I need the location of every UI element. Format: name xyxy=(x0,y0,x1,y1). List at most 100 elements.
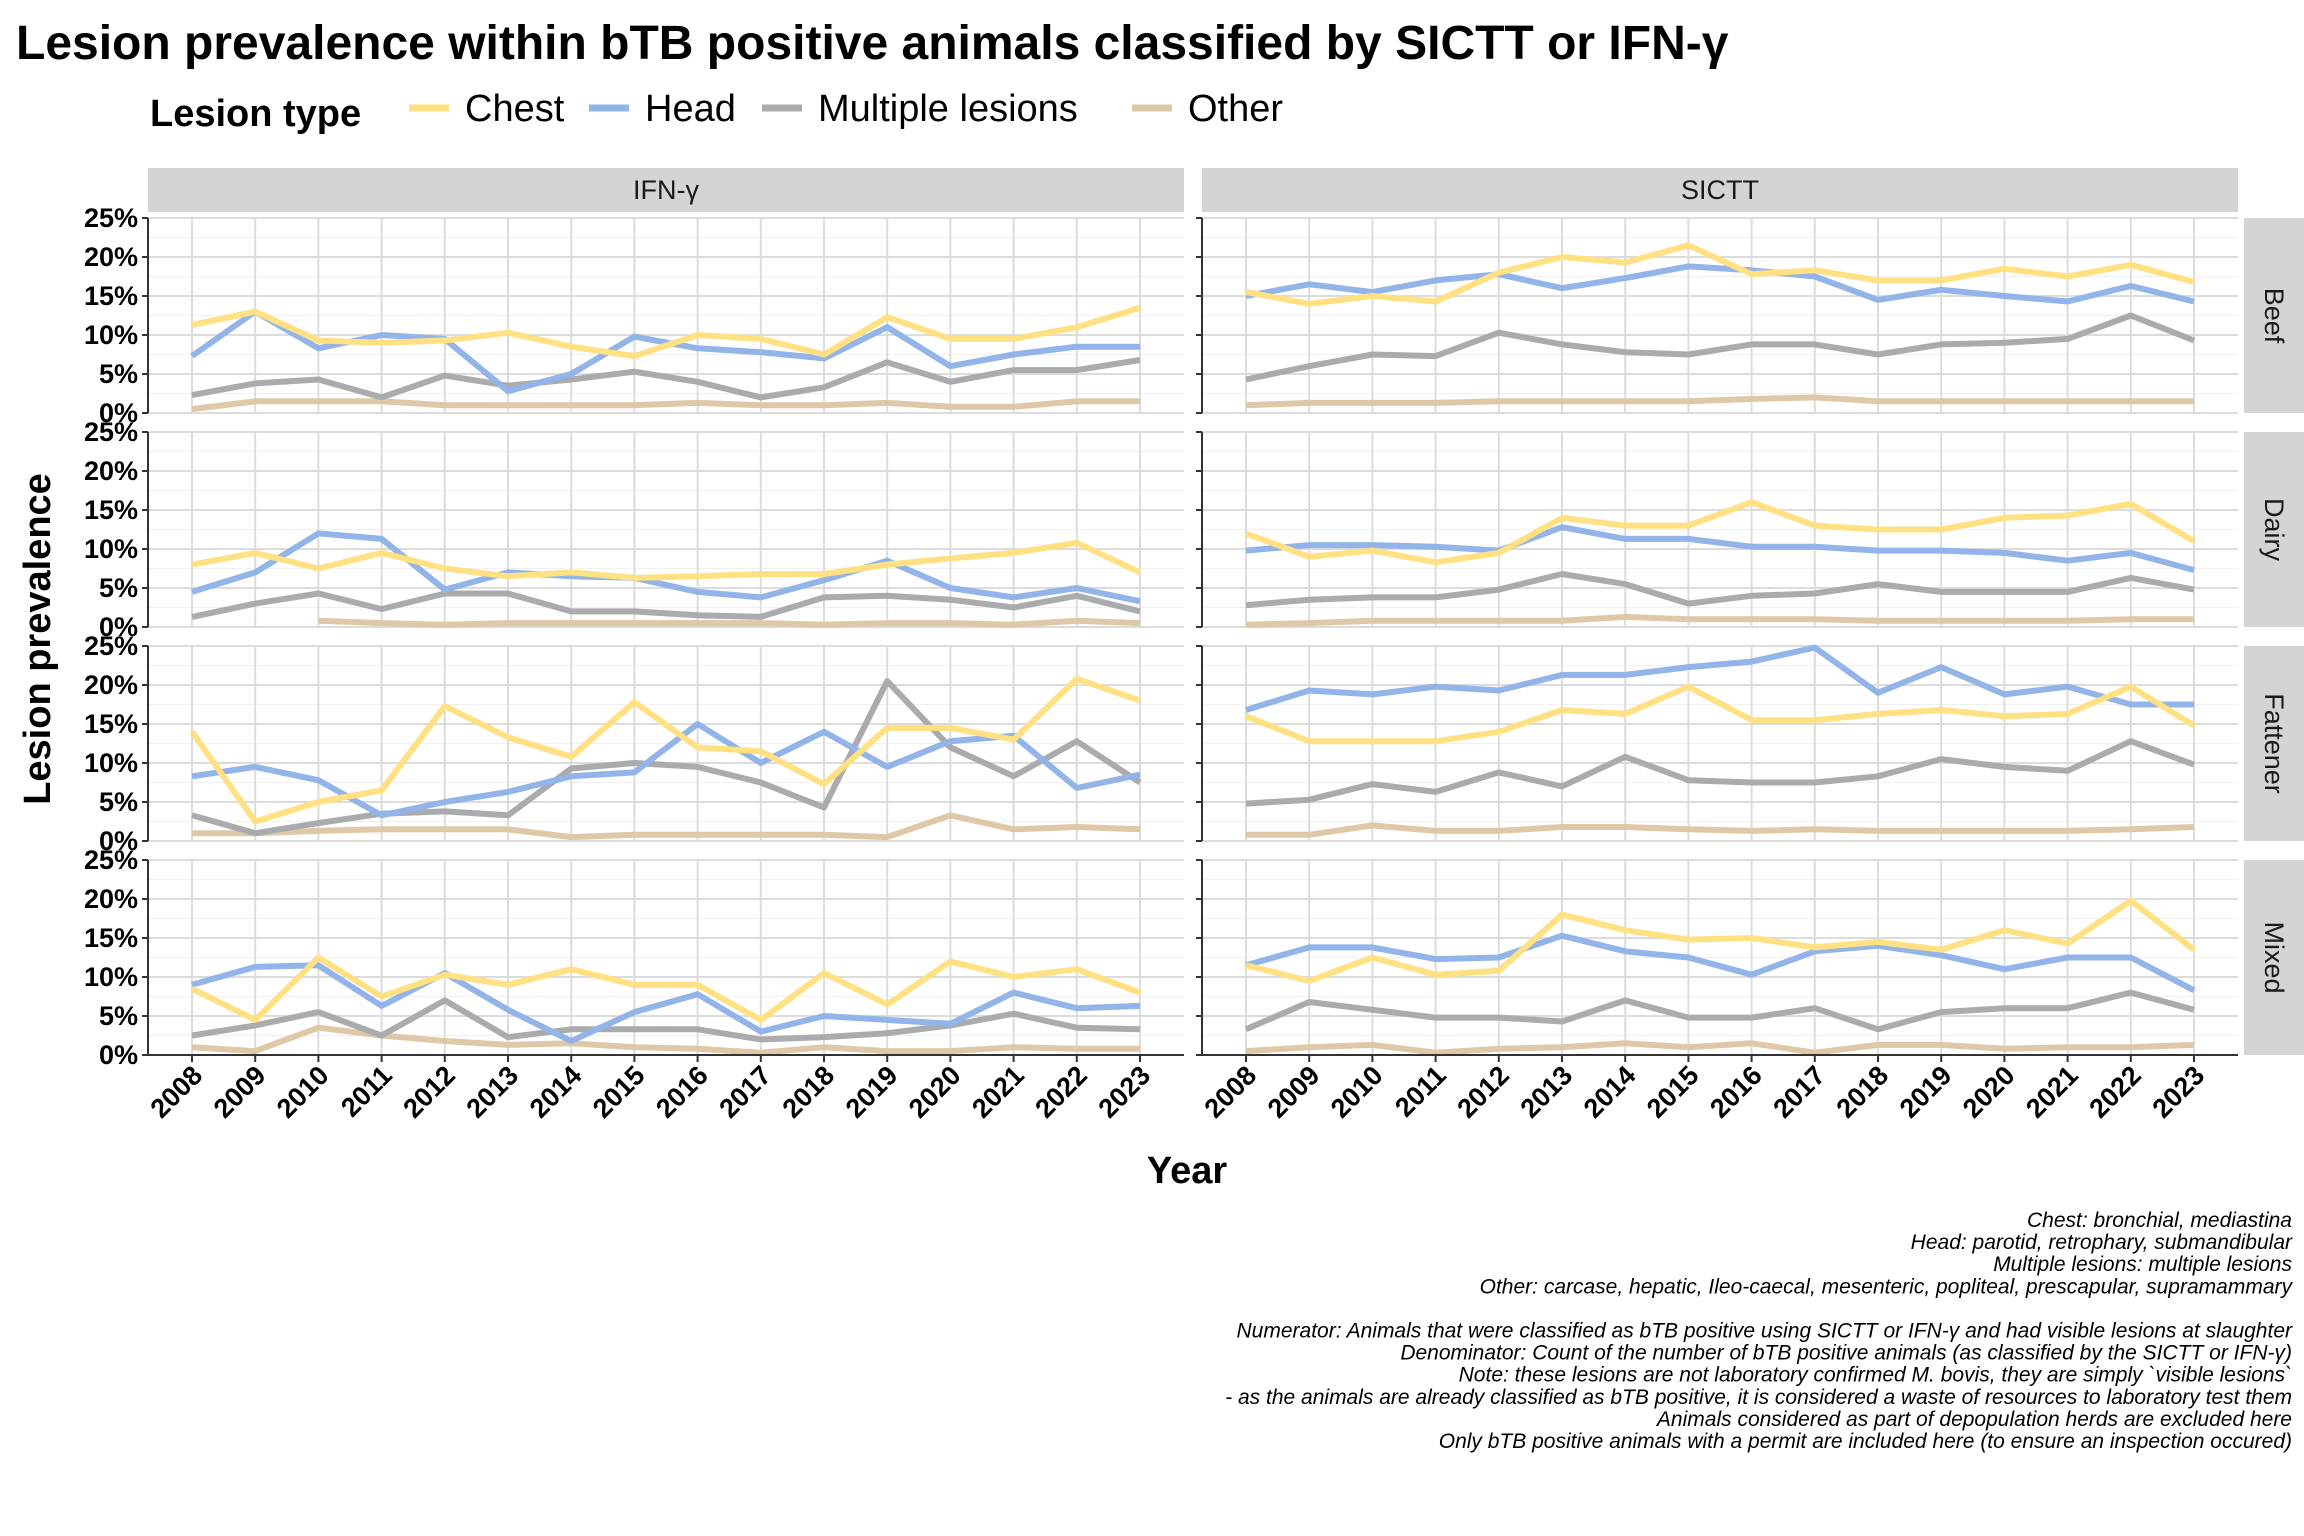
series-line-other xyxy=(1245,394,2194,409)
x-tick-label-2010: 2010 xyxy=(1325,1060,1389,1124)
y-tick-label: 15% xyxy=(84,281,138,311)
y-tick-label: 25% xyxy=(84,417,138,447)
caption-line: Denominator: Count of the number of bTB … xyxy=(1400,1342,2292,1365)
y-tick-label: 20% xyxy=(84,884,138,914)
series-line-head xyxy=(1245,644,2194,713)
series-line-multiple-lesions xyxy=(191,590,1141,620)
series-line-other xyxy=(1245,1040,2195,1056)
series-line-other xyxy=(1245,613,2194,628)
x-tick-label-2022: 2022 xyxy=(1029,1060,1093,1124)
series-line-head xyxy=(191,530,1141,605)
y-tick-label: 5% xyxy=(99,1001,138,1031)
series-line-head xyxy=(1245,263,2195,305)
x-tick-label-2013: 2013 xyxy=(1515,1060,1579,1124)
y-tick-label: 10% xyxy=(84,962,138,992)
series-line-multiple-lesions xyxy=(1244,989,2195,1033)
x-tick-label-2012: 2012 xyxy=(1451,1060,1515,1124)
panel-sictt-dairy xyxy=(1202,431,2238,628)
series-line-chest xyxy=(191,304,1141,360)
x-tick-label-2020: 2020 xyxy=(903,1060,967,1124)
series-line-multiple-lesions xyxy=(1245,312,2196,383)
strip-dairy xyxy=(2244,432,2304,627)
panel-ifn-mixed xyxy=(148,859,1184,1056)
x-tick-label-2012: 2012 xyxy=(397,1060,461,1124)
strip-label-fattener: Fattener xyxy=(2259,693,2289,794)
series-line-other xyxy=(191,1024,1140,1056)
caption-line: Numerator: Animals that were classified … xyxy=(1237,1320,2294,1343)
x-tick-label-2015: 2015 xyxy=(1641,1060,1705,1124)
x-tick-label-2021: 2021 xyxy=(2020,1060,2084,1124)
x-tick-label-2021: 2021 xyxy=(966,1060,1030,1124)
x-tick-label-2023: 2023 xyxy=(1093,1060,1157,1124)
strip-beef xyxy=(2244,218,2304,413)
facet-panels: IFN-γ SICTT Beef Dairy Fattener Mixed xyxy=(148,168,2304,1056)
legend-label-head: Head xyxy=(645,88,736,130)
x-tick-label-2013: 2013 xyxy=(461,1060,525,1124)
x-tick-label-2009: 2009 xyxy=(1262,1060,1326,1124)
series-line-chest xyxy=(1245,897,2196,984)
legend-item-multiple-lesions: Multiple lesions xyxy=(762,88,1078,130)
series-line-chest xyxy=(190,954,1142,1023)
series-line-other xyxy=(192,812,1141,841)
y-tick-label: 15% xyxy=(84,923,138,953)
panel-ifn-beef xyxy=(148,217,1184,414)
y-tick-label: 20% xyxy=(84,242,138,272)
y-tick-label: 25% xyxy=(84,845,138,875)
y-tick-label: 0% xyxy=(99,1040,138,1070)
caption-line: Multiple lesions: multiple lesions xyxy=(1993,1253,2292,1276)
x-tick-label-2011: 2011 xyxy=(1389,1060,1452,1123)
caption-line: - as the animals are already classified … xyxy=(1225,1386,2292,1409)
legend: Lesion type Chest Head Multiple lesions Oth… xyxy=(150,88,1283,135)
caption-line: Only bTB positive animals with a permit … xyxy=(1439,1430,2292,1453)
y-tick-label: 10% xyxy=(84,320,138,350)
caption-line: Head: parotid, retrophary, submandibular xyxy=(1911,1231,2293,1254)
legend-item-chest: Chest xyxy=(409,88,565,130)
legend-item-head: Head xyxy=(589,88,736,130)
caption-line: Animals considered as part of depopulati… xyxy=(1655,1408,2292,1431)
strip-sictt xyxy=(1202,168,2238,212)
series-line-chest xyxy=(191,539,1142,581)
strip-label-ifn: IFN-γ xyxy=(633,175,699,205)
series-line-chest xyxy=(1244,499,2196,566)
x-tick-label-2016: 2016 xyxy=(1704,1060,1768,1124)
x-tick-label-2008: 2008 xyxy=(145,1060,209,1124)
series-line-multiple-lesions xyxy=(191,678,1142,837)
x-tick-label-2019: 2019 xyxy=(840,1060,904,1124)
caption-line: Chest: bronchial, mediastina xyxy=(2027,1209,2292,1232)
x-tick-label-2014: 2014 xyxy=(524,1060,588,1124)
series-line-multiple-lesions xyxy=(1245,738,2196,807)
y-tick-label: 15% xyxy=(84,709,138,739)
strip-ifn xyxy=(148,168,1184,212)
legend-label-multiple-lesions: Multiple lesions xyxy=(818,88,1078,130)
panel-ifn-dairy xyxy=(148,431,1184,628)
panel-ifn-fattener xyxy=(148,645,1184,842)
panel-sictt-fattener xyxy=(1202,644,2238,842)
y-tick-label: 15% xyxy=(84,495,138,525)
legend-label-other: Other xyxy=(1188,88,1283,130)
x-tick-label-2016: 2016 xyxy=(650,1060,714,1124)
series-line-other xyxy=(1246,822,2195,838)
legend-title: Lesion type xyxy=(150,93,361,135)
y-tick-label: 5% xyxy=(99,359,138,389)
series-line-chest xyxy=(1244,683,2196,745)
series-line-chest xyxy=(189,675,1141,825)
y-tick-label: 10% xyxy=(84,534,138,564)
x-tick-label-2020: 2020 xyxy=(1957,1060,2021,1124)
series-line-multiple-lesions xyxy=(191,997,1141,1043)
y-tick-label: 10% xyxy=(84,748,138,778)
y-tick-label: 0% xyxy=(99,612,138,642)
y-tick-label: 25% xyxy=(84,203,138,233)
x-tick-label-2014: 2014 xyxy=(1578,1060,1642,1124)
panel-sictt-mixed xyxy=(1202,859,2238,1056)
series-line-head xyxy=(1245,932,2196,993)
strip-label-beef: Beef xyxy=(2259,288,2289,344)
legend-label-chest: Chest xyxy=(465,88,565,130)
y-tick-label: 5% xyxy=(99,787,138,817)
x-axis-title: Year xyxy=(1147,1150,1228,1192)
series-line-other xyxy=(318,617,1141,628)
series-line-other xyxy=(191,398,1140,413)
y-tick-label: 20% xyxy=(84,456,138,486)
panel-sictt-beef xyxy=(1202,217,2238,414)
x-tick-label-2008: 2008 xyxy=(1199,1060,1263,1124)
